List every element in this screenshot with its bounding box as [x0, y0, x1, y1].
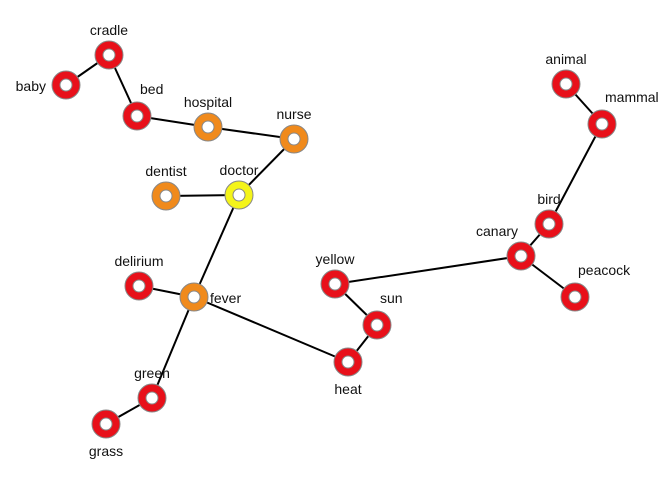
node-outline	[560, 282, 590, 312]
node-hole	[132, 279, 146, 293]
node-canary[interactable]	[507, 242, 535, 270]
node-label-canary: canary	[476, 223, 518, 239]
node-label-animal: animal	[545, 51, 586, 67]
edge-fever-heat	[193, 296, 349, 363]
node-hospital[interactable]	[194, 113, 222, 141]
node-outline	[91, 409, 121, 439]
node-peacock[interactable]	[561, 283, 589, 311]
node-hole	[201, 120, 215, 134]
node-hole	[130, 109, 144, 123]
node-label-doctor: doctor	[220, 162, 259, 178]
node-label-sun: sun	[380, 290, 403, 306]
node-hole	[341, 355, 355, 369]
node-outline	[333, 347, 363, 377]
node-heat[interactable]	[334, 348, 362, 376]
node-cradle[interactable]	[95, 41, 123, 69]
node-hole	[514, 249, 528, 263]
node-label-peacock: peacock	[578, 262, 631, 278]
node-hole	[187, 290, 201, 304]
node-outline	[587, 109, 617, 139]
node-outline	[94, 40, 124, 70]
node-grass[interactable]	[92, 410, 120, 438]
node-dentist[interactable]	[152, 182, 180, 210]
node-label-cradle: cradle	[90, 22, 128, 38]
node-hole	[159, 189, 173, 203]
node-label-yellow: yellow	[316, 251, 356, 267]
node-hole	[287, 132, 301, 146]
node-outline	[193, 112, 223, 142]
node-label-grass: grass	[89, 443, 123, 459]
node-hole	[102, 48, 116, 62]
node-label-heat: heat	[334, 381, 361, 397]
node-hole	[559, 77, 573, 91]
node-hole	[59, 78, 73, 92]
node-outline	[51, 70, 81, 100]
node-label-hospital: hospital	[184, 94, 232, 110]
node-outline	[124, 271, 154, 301]
node-label-bed: bed	[140, 81, 163, 97]
node-label-green: green	[134, 365, 170, 381]
node-outline	[506, 241, 536, 271]
node-outline	[151, 181, 181, 211]
node-outline	[224, 180, 254, 210]
node-baby[interactable]	[52, 71, 80, 99]
edge-yellow-canary	[334, 255, 522, 285]
node-mammal[interactable]	[588, 110, 616, 138]
node-hole	[145, 391, 159, 405]
node-bird[interactable]	[535, 210, 563, 238]
node-label-mammal: mammal	[605, 89, 659, 105]
edge-fever-green	[151, 296, 195, 399]
node-outline	[320, 269, 350, 299]
node-outline	[179, 282, 209, 312]
node-animal[interactable]	[552, 70, 580, 98]
node-fever[interactable]	[180, 283, 208, 311]
node-bed[interactable]	[123, 102, 151, 130]
node-label-dentist: dentist	[145, 163, 186, 179]
node-label-nurse: nurse	[276, 106, 311, 122]
node-doctor[interactable]	[225, 181, 253, 209]
node-outline	[122, 101, 152, 131]
node-nurse[interactable]	[280, 125, 308, 153]
node-hole	[232, 188, 246, 202]
node-outline	[534, 209, 564, 239]
node-hole	[328, 277, 342, 291]
node-sun[interactable]	[363, 311, 391, 339]
node-hole	[99, 417, 113, 431]
node-green[interactable]	[138, 384, 166, 412]
edge-doctor-fever	[193, 194, 240, 298]
node-outline	[137, 383, 167, 413]
node-yellow[interactable]	[321, 270, 349, 298]
node-hole	[370, 318, 384, 332]
edge-bird-mammal	[548, 123, 603, 225]
node-outline	[362, 310, 392, 340]
node-delirium[interactable]	[125, 272, 153, 300]
node-label-delirium: delirium	[114, 253, 163, 269]
node-label-bird: bird	[537, 191, 560, 207]
node-label-baby: baby	[16, 78, 46, 94]
node-hole	[568, 290, 582, 304]
node-outline	[279, 124, 309, 154]
node-hole	[542, 217, 556, 231]
node-label-fever: fever	[210, 290, 241, 306]
node-hole	[595, 117, 609, 131]
node-outline	[551, 69, 581, 99]
